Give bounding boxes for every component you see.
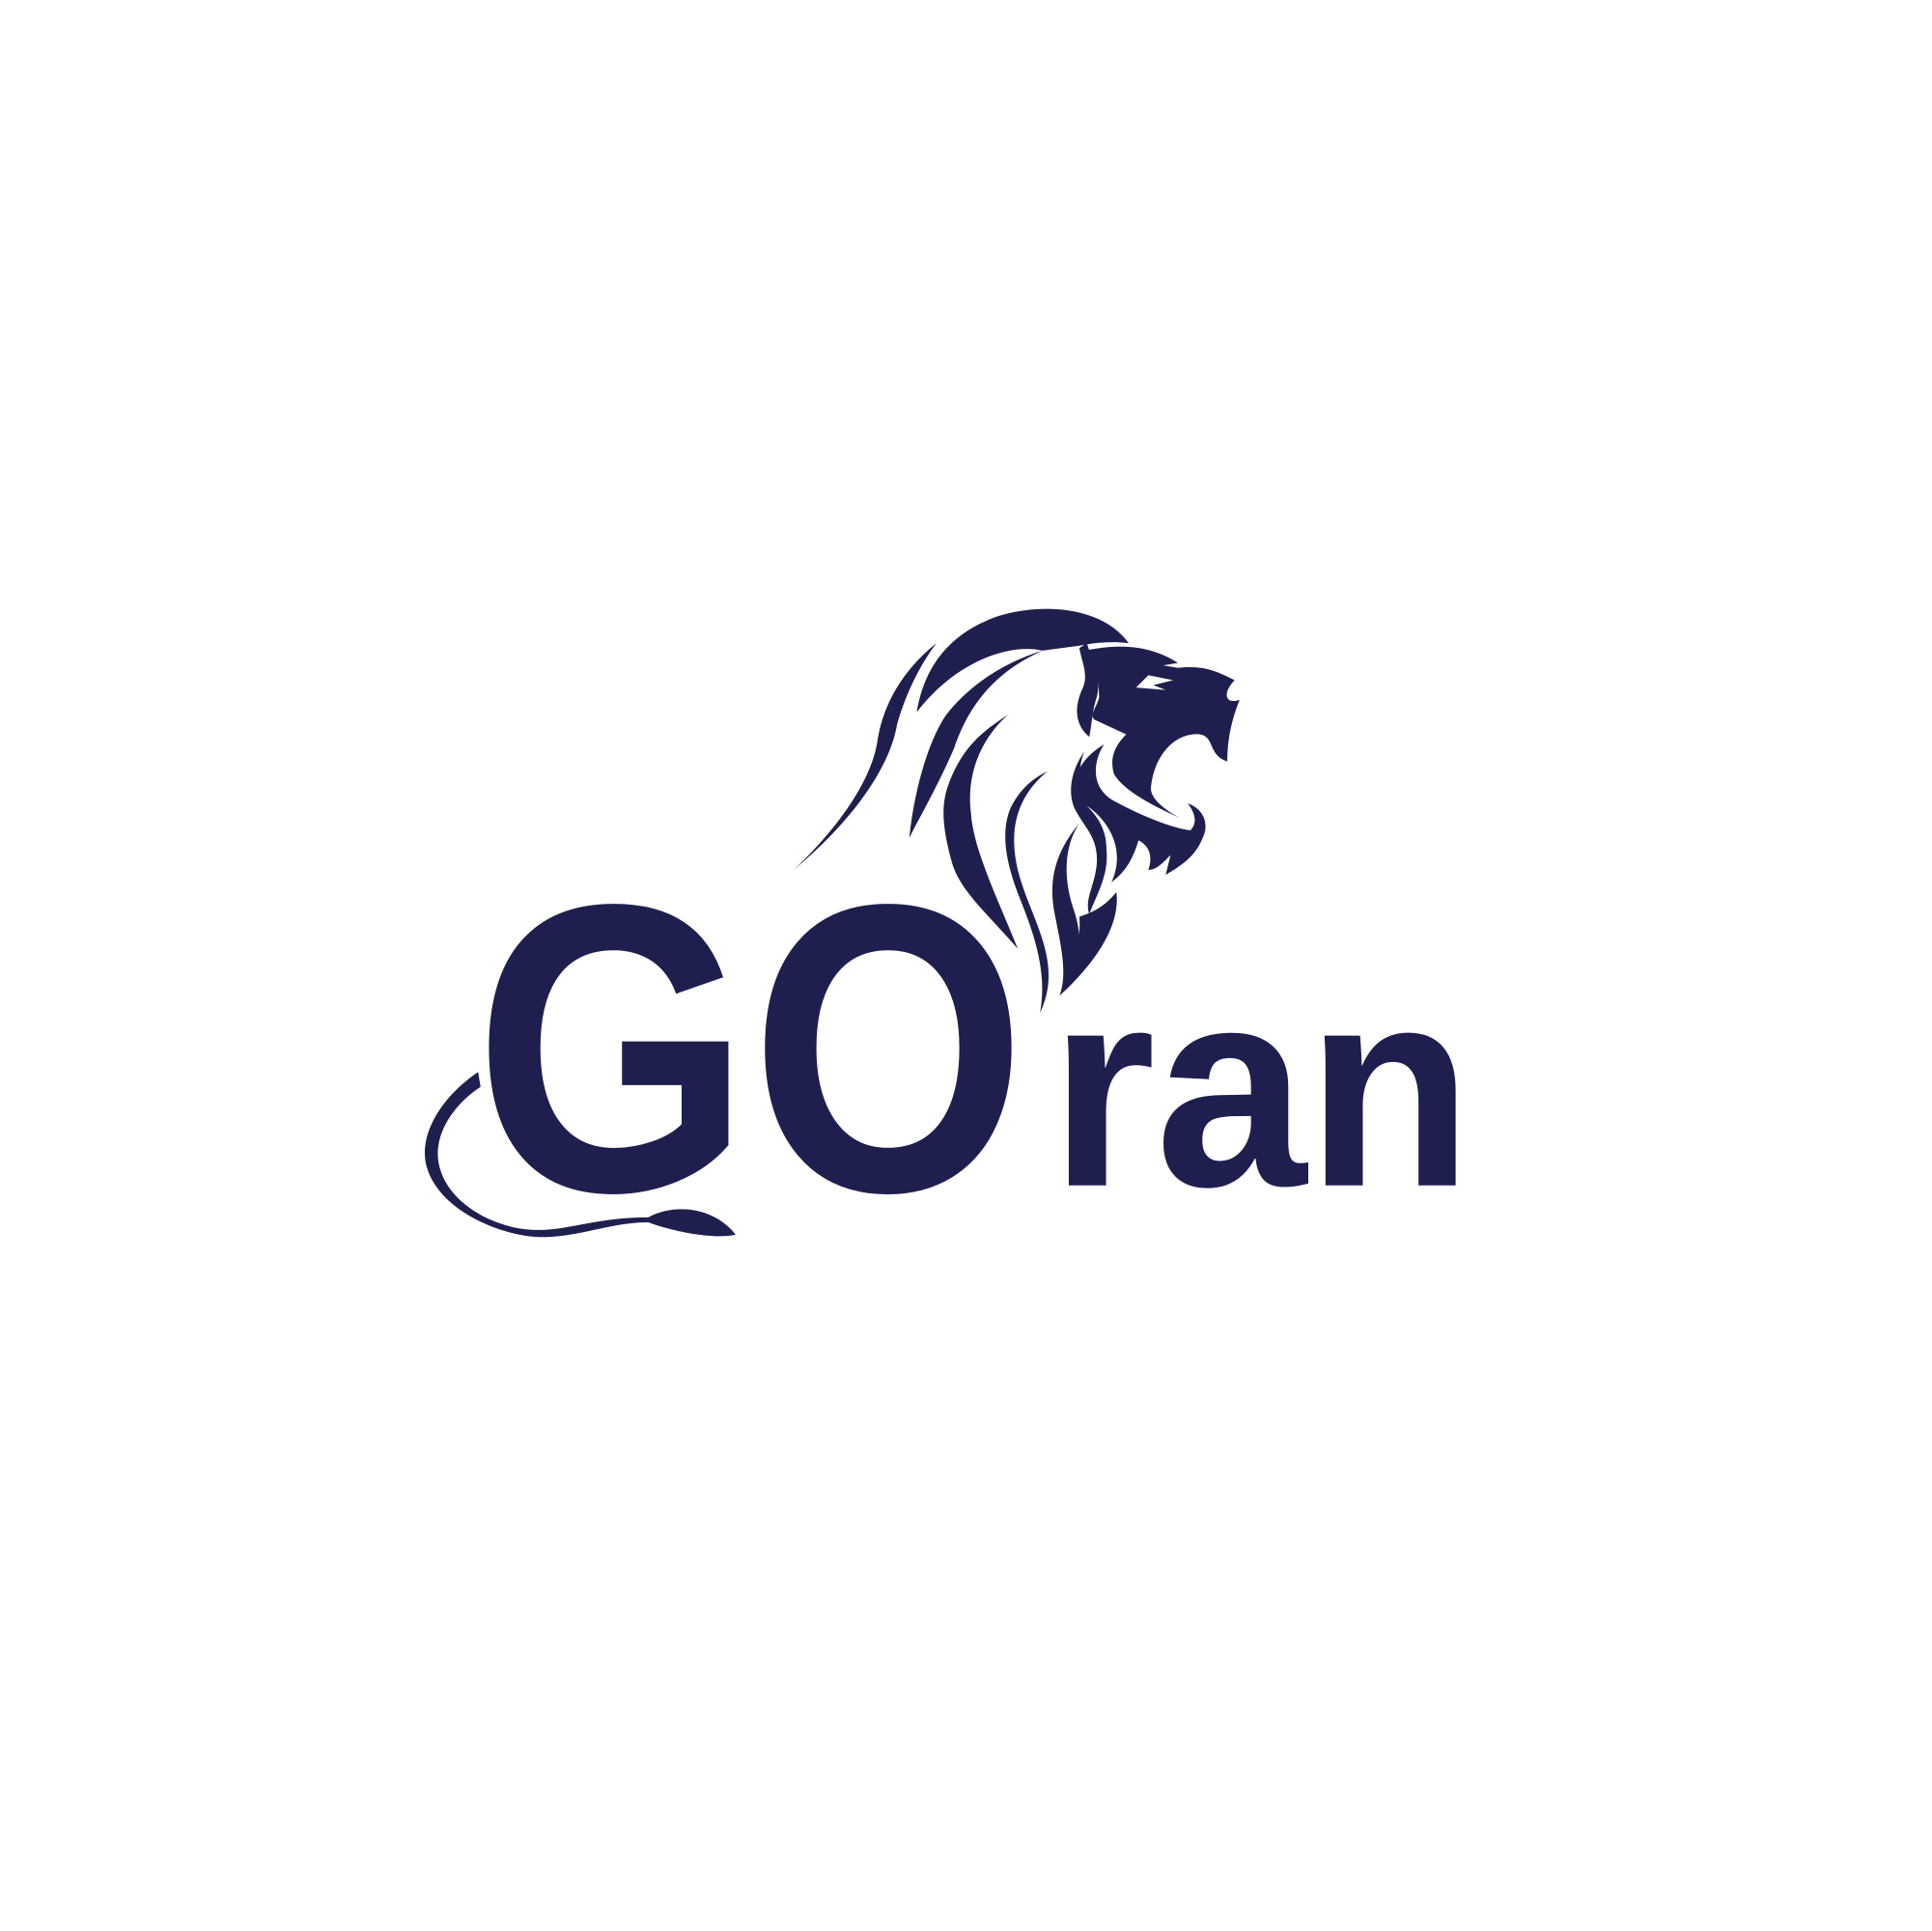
logo: GO ran [424, 608, 1472, 1278]
tail-swoosh [424, 1072, 736, 1238]
wordmark-ran: ran [1050, 930, 1472, 1246]
lion-emblem [793, 608, 1240, 1014]
wordmark-go: GO [474, 820, 1026, 1278]
